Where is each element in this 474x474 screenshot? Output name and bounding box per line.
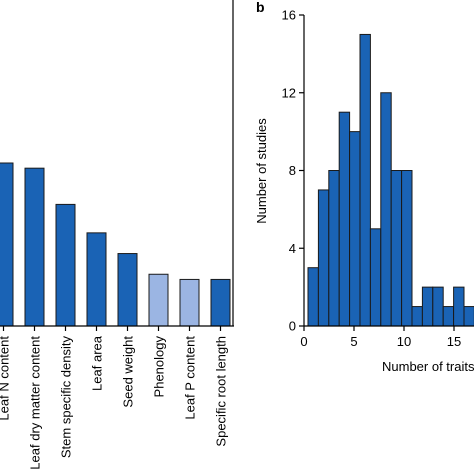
bar-specific-root-length bbox=[210, 278, 231, 327]
hist-bar-1 bbox=[307, 267, 319, 327]
y-tick-label-4: 4 bbox=[289, 241, 296, 256]
hist-bar-12 bbox=[421, 286, 434, 327]
hist-bar-14 bbox=[442, 306, 455, 327]
panel-a-category-labels: Leaf N content Leaf dry matter content Ste… bbox=[0, 326, 229, 470]
category-label-leaf-p-content: Leaf P content bbox=[183, 336, 198, 420]
y-tick-label-16: 16 bbox=[282, 8, 296, 23]
category-label-leaf-dry-matter-content: Leaf dry matter content bbox=[28, 336, 43, 470]
hist-bar-7 bbox=[369, 228, 382, 327]
category-label-stem-specific-density: Stem specific density bbox=[59, 336, 74, 459]
category-label-phenology: Phenology bbox=[152, 336, 167, 398]
hist-bar-13 bbox=[432, 286, 444, 327]
hist-bar-8 bbox=[380, 92, 392, 327]
category-label-leaf-n-content: Leaf N content bbox=[0, 336, 12, 421]
panel-b-y-axis-label: Number of studies bbox=[254, 118, 269, 224]
x-tick-label-15: 15 bbox=[447, 334, 461, 349]
hist-bar-9 bbox=[390, 170, 403, 327]
bar-leaf-dry-matter-content bbox=[24, 167, 45, 327]
bar-stem-specific-density bbox=[55, 203, 76, 327]
bar-leaf-area bbox=[86, 232, 107, 327]
y-tick-label-8: 8 bbox=[289, 163, 296, 178]
bar-leaf-n-content bbox=[0, 162, 14, 327]
panel-b-x-axis-label: Number of traits bbox=[382, 359, 474, 374]
hist-bar-15 bbox=[453, 286, 465, 327]
hist-bar-4 bbox=[338, 111, 351, 327]
panel-b-letter: b bbox=[256, 0, 265, 15]
panel-a-bar-chart: Leaf N content Leaf dry matter content Ste… bbox=[0, 0, 234, 470]
hist-bar-6 bbox=[359, 33, 371, 327]
x-tick-label-5: 5 bbox=[350, 334, 357, 349]
category-label-leaf-area: Leaf area bbox=[90, 335, 105, 391]
y-tick-label-12: 12 bbox=[282, 85, 296, 100]
y-tick-label-0: 0 bbox=[289, 319, 296, 334]
bar-leaf-p-content bbox=[179, 278, 200, 327]
bar-phenology bbox=[148, 273, 169, 327]
panel-b-y-ticks: 0 4 8 12 16 bbox=[282, 8, 304, 334]
panel-b-bars bbox=[307, 33, 474, 327]
hist-bar-2 bbox=[317, 189, 330, 327]
category-label-seed-weight: Seed weight bbox=[121, 336, 136, 408]
panel-a-bars bbox=[0, 162, 231, 327]
hist-bar-10 bbox=[401, 170, 413, 327]
panel-b-histogram: b 0 4 8 12 16 0 5 10 15 Number of studies Numbe… bbox=[254, 0, 474, 374]
hist-bar-11 bbox=[411, 306, 423, 327]
panel-b-x-ticks: 0 5 10 15 bbox=[300, 326, 461, 349]
x-tick-label-0: 0 bbox=[300, 334, 307, 349]
bar-seed-weight bbox=[117, 253, 138, 327]
hist-bar-5 bbox=[349, 131, 361, 327]
category-label-specific-root-length: Specific root length bbox=[214, 336, 229, 447]
x-tick-label-10: 10 bbox=[397, 334, 411, 349]
hist-bar-16 bbox=[463, 306, 474, 327]
hist-bar-3 bbox=[328, 170, 340, 327]
